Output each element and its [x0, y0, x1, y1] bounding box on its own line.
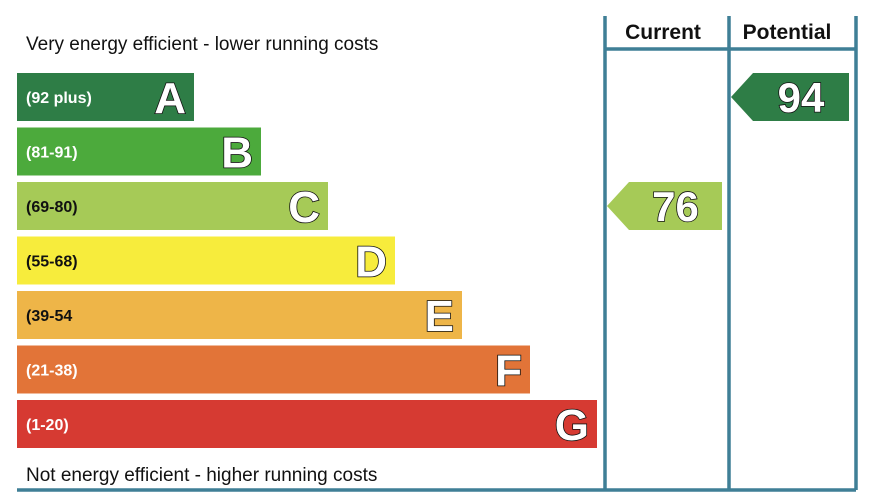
band-bar: [17, 400, 597, 448]
band-e: (39-54 E: [17, 291, 462, 342]
band-letter: B: [221, 129, 253, 178]
band-b: (81-91) B: [17, 127, 261, 178]
band-bar: [17, 236, 395, 285]
band-letter: E: [425, 292, 454, 341]
current-column-header: Current: [625, 21, 701, 44]
potential-rating-marker: 94: [731, 73, 849, 122]
band-range-label: (1-20): [26, 417, 69, 434]
band-bar: [17, 345, 530, 394]
band-range-label: (39-54: [26, 308, 72, 325]
rating-value: 76: [652, 183, 699, 230]
band-letter: F: [495, 347, 522, 396]
current-rating-marker: 76: [607, 182, 722, 231]
rating-arrow: [731, 73, 849, 121]
band-c: (69-80) C: [17, 182, 328, 233]
band-letter: C: [288, 183, 320, 232]
top-caption: Very energy efficient - lower running co…: [26, 34, 378, 55]
rating-columns-frame: [17, 16, 858, 492]
potential-column-header: Potential: [743, 21, 832, 44]
band-range-label: (69-80): [26, 199, 78, 216]
band-letter: D: [355, 238, 387, 287]
bottom-caption: Not energy efficient - higher running co…: [26, 465, 377, 486]
band-letter: A: [154, 74, 186, 123]
band-bar: [17, 182, 328, 230]
band-range-label: (55-68): [26, 254, 78, 271]
band-a: (92 plus) A: [17, 73, 194, 124]
band-bar: [17, 291, 462, 339]
band-range-label: (81-91): [26, 145, 78, 162]
band-letter: G: [555, 401, 589, 450]
rating-arrow: [607, 182, 722, 230]
band-bar: [17, 127, 261, 176]
band-f: (21-38) F: [17, 345, 530, 396]
band-bar: [17, 73, 194, 121]
band-range-label: (21-38): [26, 363, 78, 380]
rating-value: 94: [778, 74, 825, 121]
band-d: (55-68) D: [17, 236, 395, 287]
rating-bands: (92 plus) A(81-91) B(69-80) C(55-68) D(39-54…: [17, 73, 597, 451]
band-g: (1-20) G: [17, 400, 597, 451]
band-range-label: (92 plus): [26, 90, 92, 107]
